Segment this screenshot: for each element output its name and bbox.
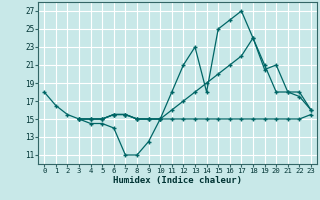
X-axis label: Humidex (Indice chaleur): Humidex (Indice chaleur) [113, 176, 242, 185]
